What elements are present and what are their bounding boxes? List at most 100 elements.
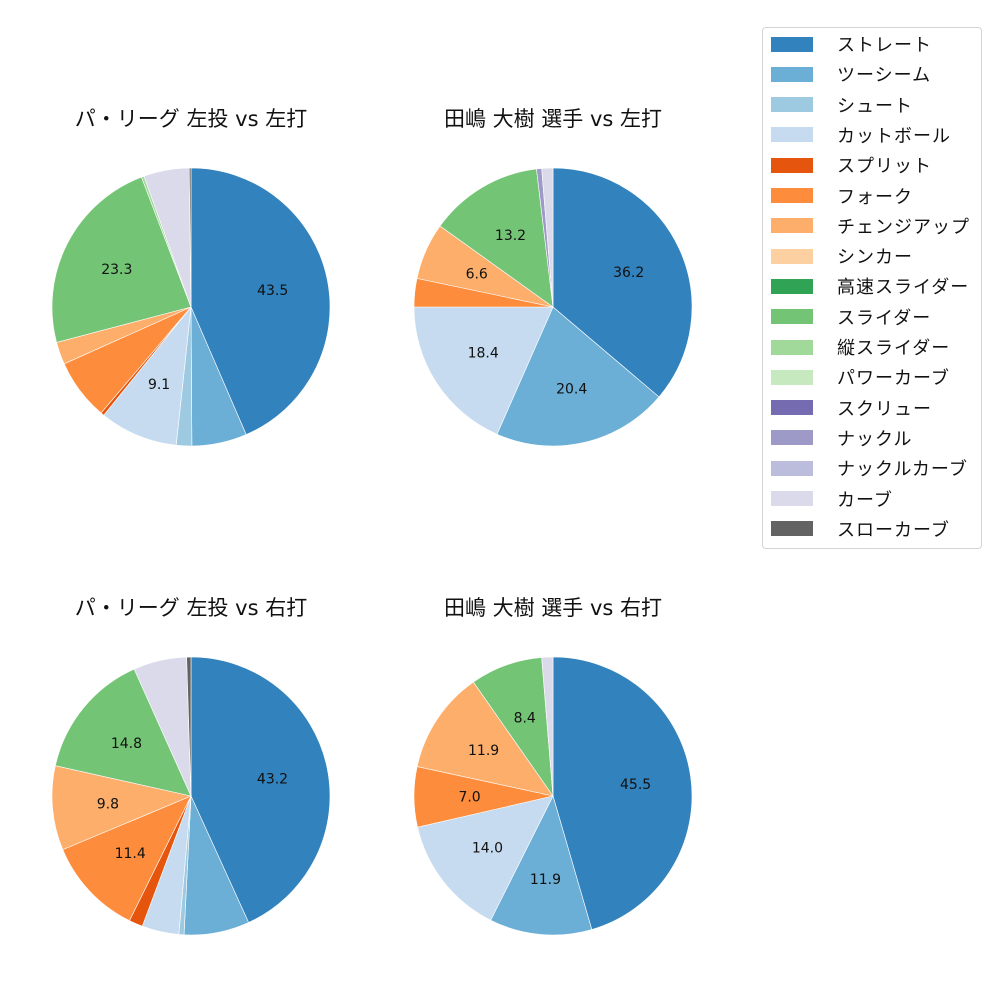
pie-chart-league-lhp-vs-rhb: パ・リーグ 左投 vs 右打 43.2 11.4 9.8 14.8 — [21, 592, 361, 992]
pie-slice — [190, 656, 331, 923]
legend-label: シンカー — [837, 247, 913, 269]
slice-value-label: 9.8 — [97, 796, 119, 812]
legend-label: チェンジアップ — [837, 216, 970, 238]
pie: 36.2 20.4 18.4 6.6 13.2 — [413, 167, 693, 447]
legend-item: パワーカーブ — [771, 366, 950, 390]
slice-value-label: 36.2 — [613, 265, 644, 281]
chart-title: パ・リーグ 左投 vs 左打 — [74, 107, 308, 131]
pie: 45.5 11.9 14.0 7.0 11.9 8.4 — [413, 656, 693, 936]
legend-label: スローカーブ — [837, 519, 950, 541]
slice-value-label: 7.0 — [458, 790, 480, 806]
legend-item: カーブ — [771, 488, 893, 511]
slice-value-label: 11.9 — [530, 872, 561, 888]
legend-swatch — [771, 248, 813, 264]
legend-label: 高速スライダー — [837, 277, 970, 299]
legend-label: カットボール — [837, 125, 951, 147]
pie-slice — [552, 656, 693, 930]
legend-label: ナックル — [837, 428, 913, 450]
legend-swatch — [771, 36, 813, 52]
pie-chart-tajima-vs-lhb: 田嶋 大樹 選手 vs 左打 36.2 20.4 18.4 6.6 13.2 — [383, 103, 723, 503]
legend-swatch — [771, 339, 813, 355]
pie-slice — [541, 656, 554, 797]
pie-slice — [190, 167, 331, 435]
legend-item: 縦スライダー — [771, 336, 951, 359]
legend-item: スクリュー — [771, 397, 932, 420]
legend-item: シンカー — [771, 245, 913, 269]
pie-slice — [186, 656, 192, 797]
legend-swatch — [771, 369, 813, 385]
legend-swatch — [771, 400, 813, 416]
legend-label: フォーク — [837, 186, 913, 208]
legend-label: スプリット — [837, 156, 932, 178]
legend-swatch — [771, 491, 813, 506]
legend-swatch — [771, 460, 813, 476]
chart-title: 田嶋 大樹 選手 vs 右打 — [443, 596, 663, 620]
slice-value-label: 9.1 — [148, 377, 170, 393]
chart-title: 田嶋 大樹 選手 vs 左打 — [443, 107, 663, 131]
slice-value-label: 45.5 — [620, 777, 651, 793]
pie-chart-league-lhp-vs-lhb: パ・リーグ 左投 vs 左打 43.5 9.1 23.3 — [21, 103, 361, 503]
legend-swatch — [771, 97, 813, 113]
slice-value-label: 14.8 — [111, 736, 142, 752]
legend-item: スローカーブ — [771, 518, 950, 541]
pie-slice — [417, 795, 554, 921]
legend-label: 縦スライダー — [837, 338, 951, 359]
legend-swatch — [771, 127, 813, 143]
legend-label: ナックルカーブ — [837, 459, 968, 481]
legend-label: ストレート — [837, 35, 932, 56]
slice-value-label: 13.2 — [495, 228, 526, 244]
slice-value-label: 11.4 — [115, 846, 146, 862]
legend-swatch — [771, 157, 813, 173]
legend-item: シュート — [771, 94, 913, 117]
legend-swatch — [771, 521, 813, 537]
legend-item: カットボール — [771, 124, 951, 147]
chart-title: パ・リーグ 左投 vs 右打 — [74, 596, 308, 620]
legend-item: ナックルカーブ — [771, 457, 968, 481]
legend-swatch — [771, 66, 813, 82]
legend-label: シュート — [837, 95, 913, 117]
slice-value-label: 23.3 — [101, 262, 132, 278]
pie-slice — [416, 681, 554, 797]
legend-item: スライダー — [771, 306, 932, 329]
slice-value-label: 20.4 — [556, 381, 587, 397]
pie-slice — [439, 168, 554, 308]
legend-swatch — [771, 309, 813, 325]
slice-value-label: 14.0 — [472, 841, 503, 857]
legend-item: ストレート — [771, 33, 932, 56]
pie-chart-tajima-vs-rhb: 田嶋 大樹 選手 vs 右打 45.5 11.9 14.0 7.0 11.9 8.4 — [383, 592, 723, 992]
slice-value-label: 18.4 — [468, 346, 499, 362]
legend-swatch — [771, 218, 813, 234]
pie-slice — [103, 306, 192, 446]
pie-slice — [413, 306, 554, 435]
legend-label: パワーカーブ — [837, 368, 950, 390]
pie-slice — [490, 795, 593, 936]
legend-item: スプリット — [771, 154, 932, 178]
pie-slice — [541, 167, 554, 308]
legend-swatch — [771, 278, 813, 294]
legend-item: チェンジアップ — [771, 215, 970, 238]
legend-item: ツーシーム — [771, 63, 932, 87]
pie-slice — [188, 167, 192, 308]
pie-slice — [51, 765, 192, 850]
pie-slice — [496, 306, 660, 447]
legend-label: ツーシーム — [837, 65, 932, 87]
legend-label: スライダー — [837, 307, 932, 329]
slice-value-label: 43.2 — [257, 771, 288, 787]
legend-item: 高速スライダー — [771, 275, 970, 299]
pie-slice — [54, 668, 192, 797]
legend-swatch — [771, 430, 813, 446]
legend-swatch — [771, 188, 813, 203]
legend: ストレートツーシームシュートカットボール スプリットフォークチェンジアップ シンカー… — [762, 27, 982, 549]
legend-label: カーブ — [837, 489, 893, 511]
slice-value-label: 8.4 — [514, 711, 536, 727]
slice-value-label: 11.9 — [468, 743, 499, 759]
pie-slice — [62, 795, 192, 922]
pie: 43.5 9.1 23.3 — [51, 167, 331, 447]
legend-item: ナックル — [771, 427, 913, 450]
legend-item: フォーク — [771, 185, 913, 208]
slice-value-label: 6.6 — [466, 266, 488, 282]
pie-slice — [51, 176, 192, 343]
pie: 43.2 11.4 9.8 14.8 — [51, 656, 331, 936]
pie-slice — [552, 167, 693, 398]
legend-label: スクリュー — [837, 398, 932, 420]
